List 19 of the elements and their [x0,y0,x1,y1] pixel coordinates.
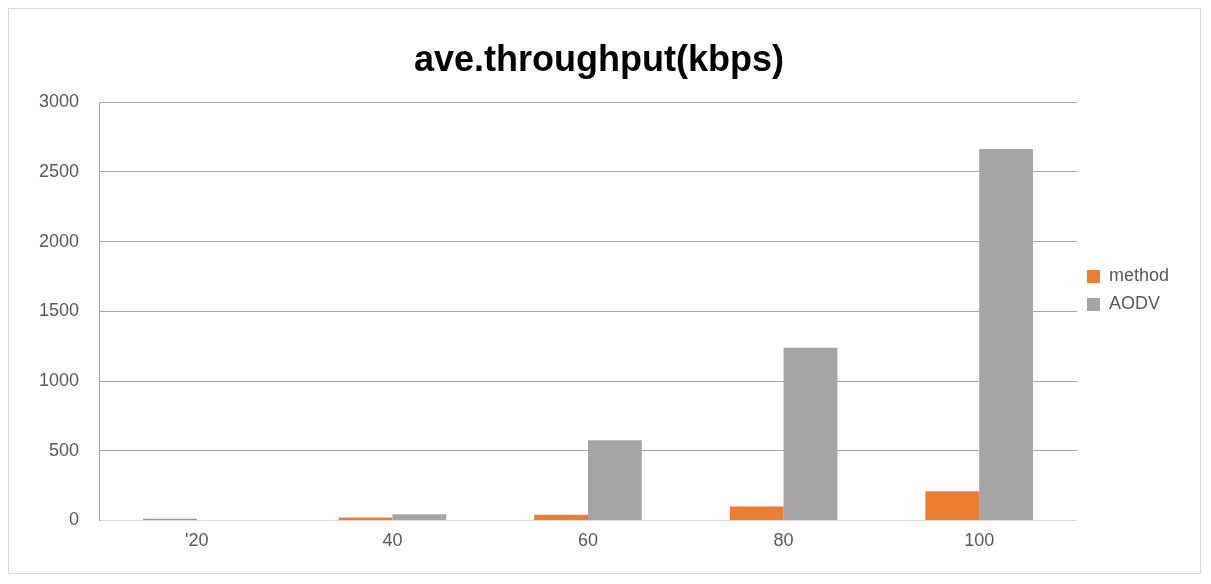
x-tick-label: 60 [577,530,599,551]
y-tick-label: 2000 [39,230,80,251]
y-tick-label: 500 [49,439,80,460]
y-tick-label: 1000 [39,369,80,390]
x-tick-label: '20 [185,530,209,551]
y-tick-label: 2500 [39,160,80,181]
y-tick-label: 0 [69,509,80,530]
x-tick-label: 80 [773,530,794,551]
x-tick-label: 100 [964,530,995,551]
y-tick-label: 1500 [39,300,80,321]
legend-label: method [1108,265,1170,286]
y-tick-label: 3000 [39,91,80,112]
x-tick-label: 40 [382,530,403,551]
chart-title: ave.throughput(kbps) [414,37,784,79]
bar [392,514,447,520]
bar [729,506,784,520]
legend-label: AODV [1108,293,1160,314]
bar [534,514,588,520]
bar [925,491,980,520]
